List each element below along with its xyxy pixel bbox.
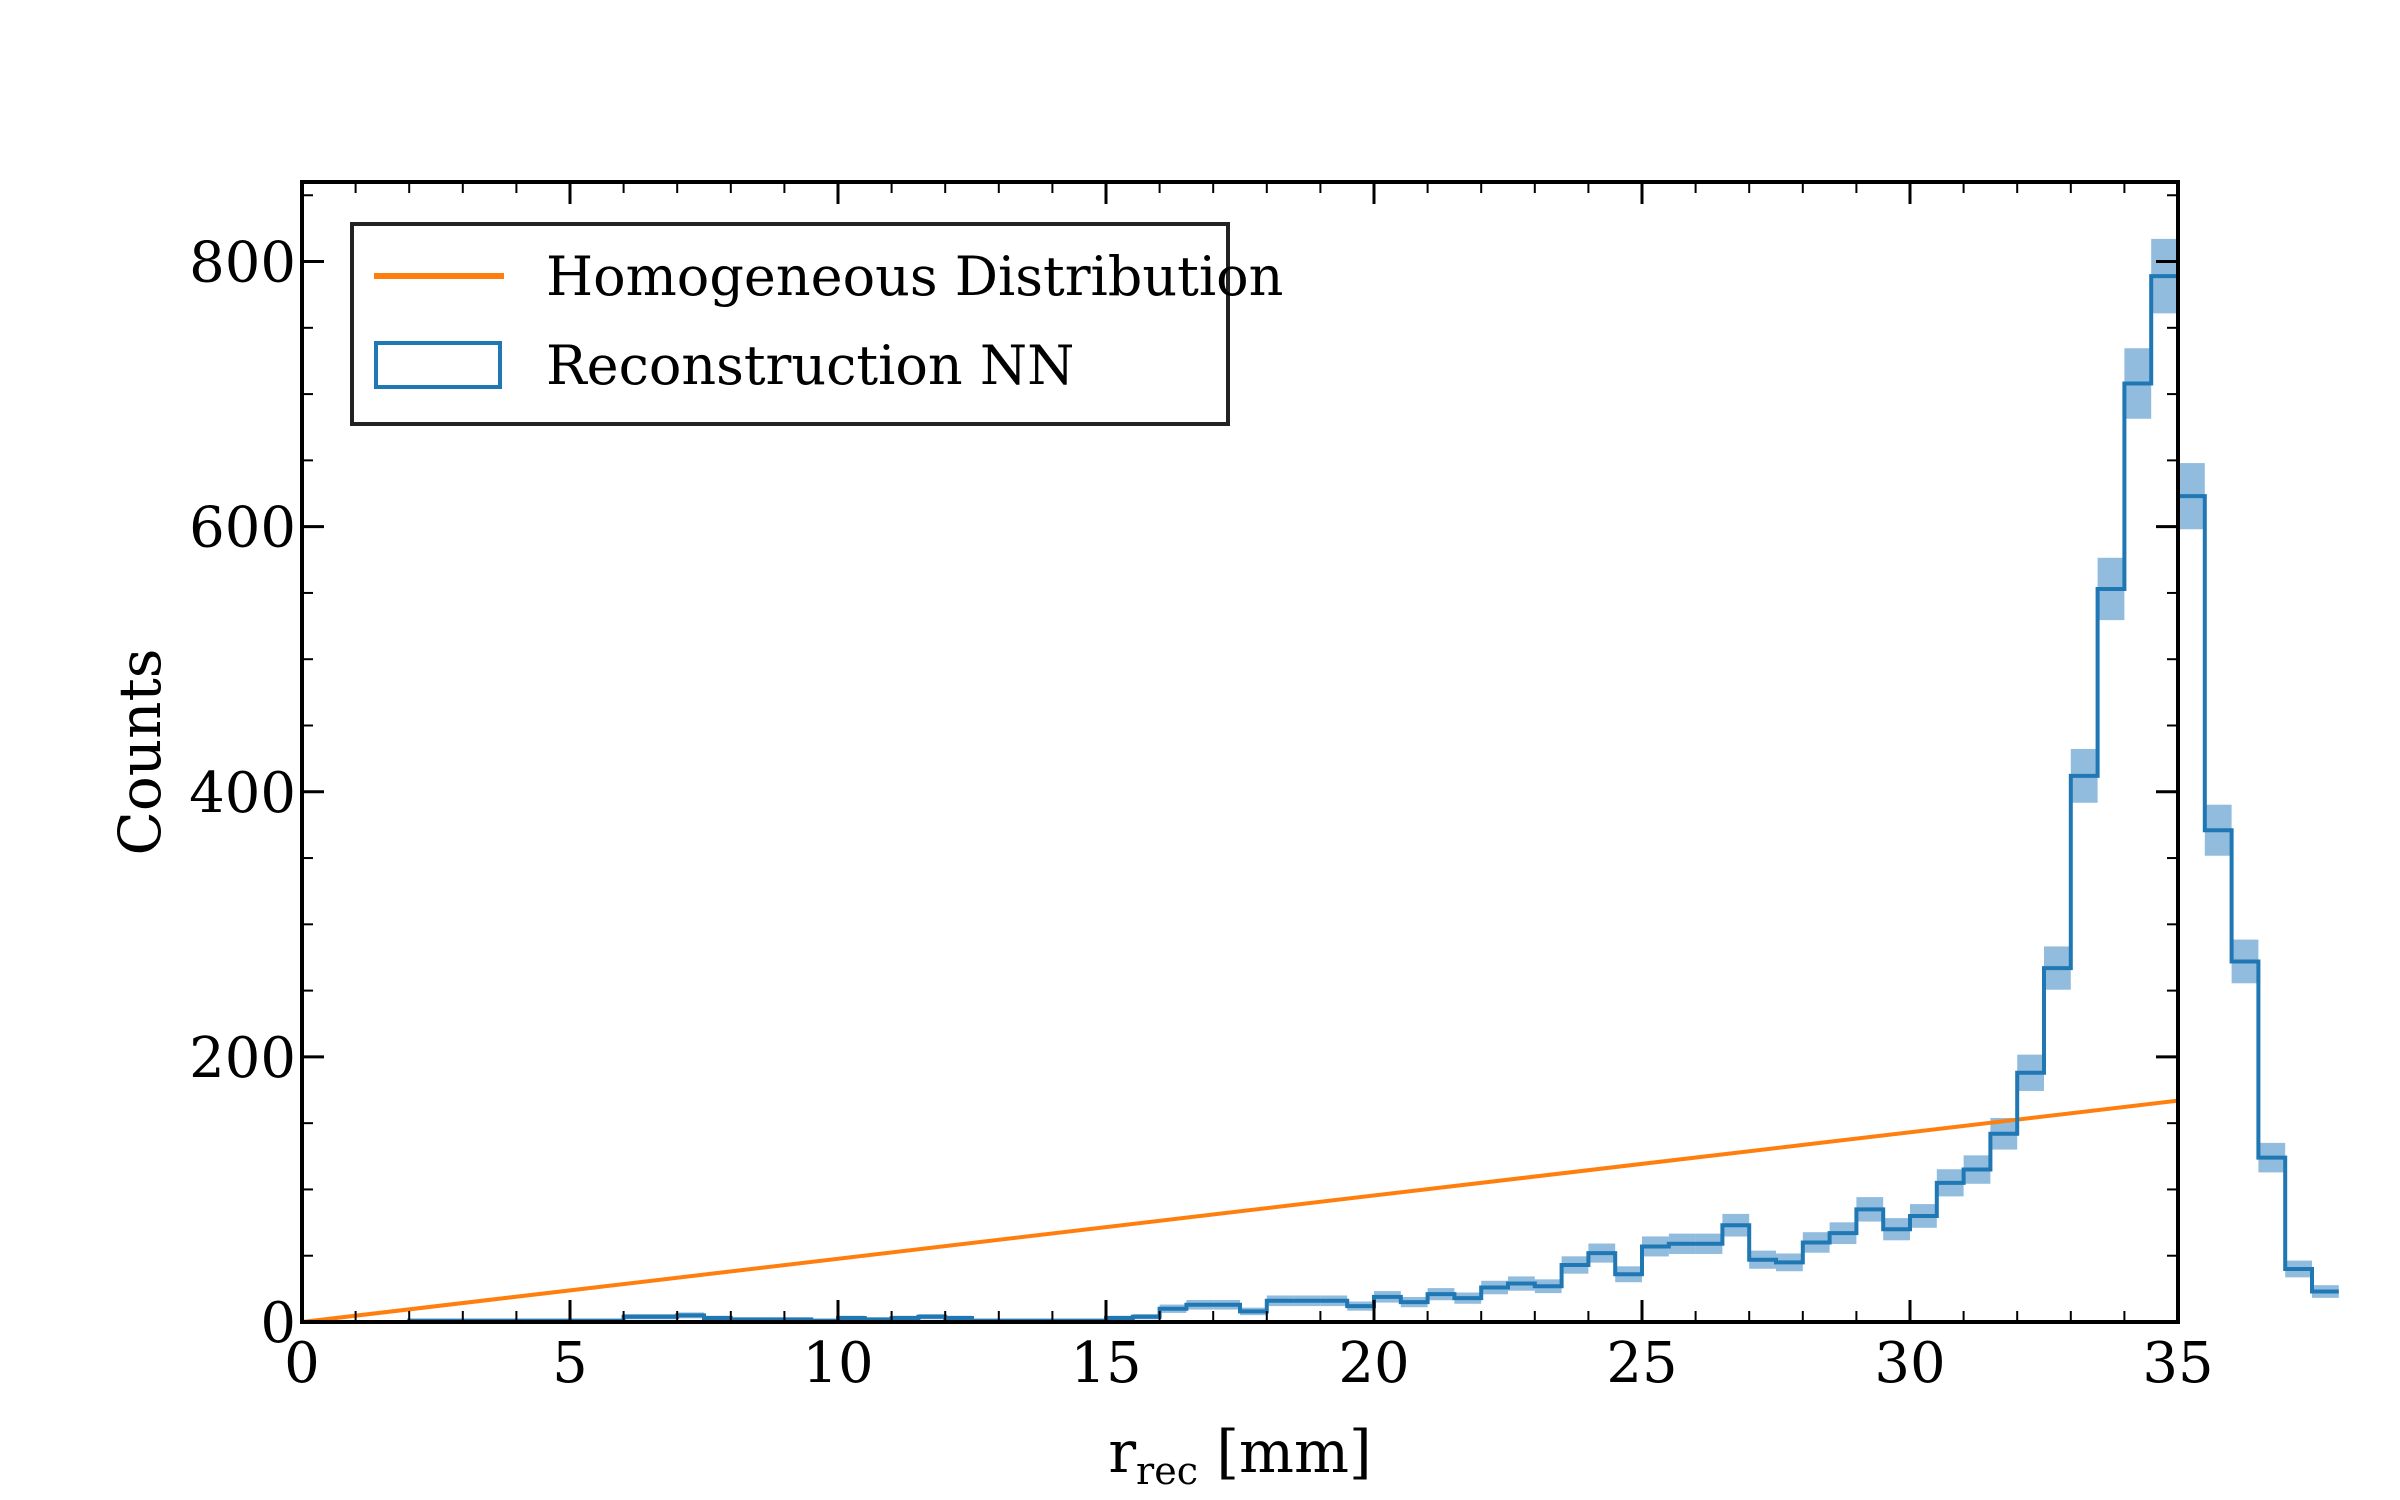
y-axis-title: Counts	[106, 648, 174, 855]
x-axis-title-symbol: r	[1108, 1418, 1136, 1486]
x-tick-label: 10	[802, 1331, 873, 1396]
x-axis-title: rrec [mm]	[1108, 1418, 1371, 1493]
legend-label-homogeneous: Homogeneous Distribution	[546, 245, 1283, 308]
reconstruction-nn-histogram	[302, 274, 2339, 1324]
x-axis-title-unit: [mm]	[1198, 1418, 1372, 1486]
x-tick-label: 35	[2142, 1331, 2213, 1396]
y-tick-label: 600	[189, 496, 296, 561]
x-axis-title-subscript: rec	[1136, 1449, 1198, 1493]
y-tick-label: 200	[189, 1026, 296, 1091]
x-tick-label: 5	[552, 1331, 588, 1396]
x-tick-label: 30	[1874, 1331, 1945, 1396]
y-tick-label: 0	[260, 1291, 296, 1356]
x-tick-label: 25	[1606, 1331, 1677, 1396]
x-tick-label: 20	[1338, 1331, 1409, 1396]
axes-frame	[300, 180, 2180, 1324]
x-tick-label: 15	[1070, 1331, 1141, 1396]
legend-swatch-reconstruction	[374, 341, 502, 389]
homogeneous-distribution-line	[301, 1098, 2179, 1324]
legend: Homogeneous Distribution Reconstruction N…	[350, 222, 1283, 426]
legend-label-reconstruction: Reconstruction NN	[546, 334, 1074, 397]
y-tick-label: 400	[189, 761, 296, 826]
axes: 0 5 10 15 20 25 30 35 0 200 400 600 800 rrec [mm] Coun…	[106, 180, 2214, 1493]
plot-area	[301, 238, 2339, 1324]
legend-box	[350, 222, 1230, 426]
x-tick-label: 0	[284, 1331, 320, 1396]
y-tick-label: 800	[189, 231, 296, 296]
